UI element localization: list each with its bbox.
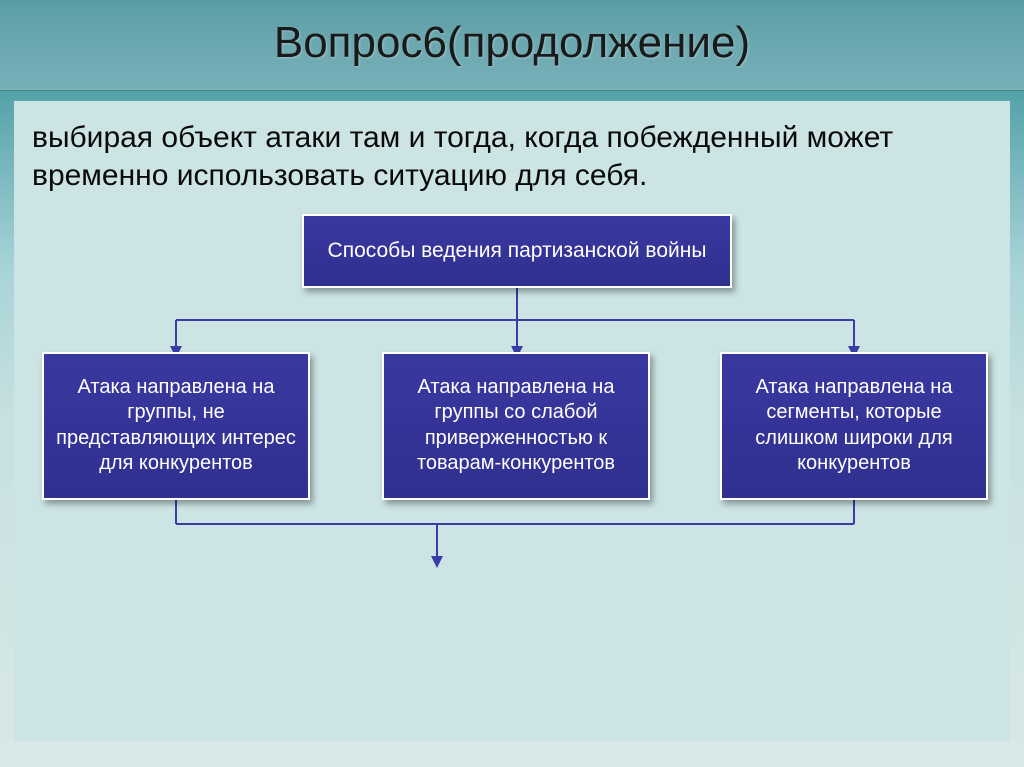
slide-title: Вопрос6(продолжение) [0,18,1024,68]
child-node-2-label: Атака направлена на группы со слабой при… [394,375,638,477]
content-area: выбирая объект атаки там и тогда, когда … [14,101,1010,741]
intro-paragraph: выбирая объект атаки там и тогда, когда … [32,119,932,196]
org-diagram: Способы ведения партизанской войны Атака… [32,214,992,634]
child-node-2: Атака направлена на группы со слабой при… [382,352,650,500]
root-node: Способы ведения партизанской войны [302,214,732,288]
child-node-1: Атака направлена на группы, не представл… [42,352,310,500]
child-node-3-label: Атака направлена на сегменты, которые сл… [732,375,976,477]
title-bar: Вопрос6(продолжение) [0,0,1024,91]
child-node-1-label: Атака направлена на группы, не представл… [54,375,298,477]
root-node-label: Способы ведения партизанской войны [328,238,707,264]
child-node-3: Атака направлена на сегменты, которые сл… [720,352,988,500]
